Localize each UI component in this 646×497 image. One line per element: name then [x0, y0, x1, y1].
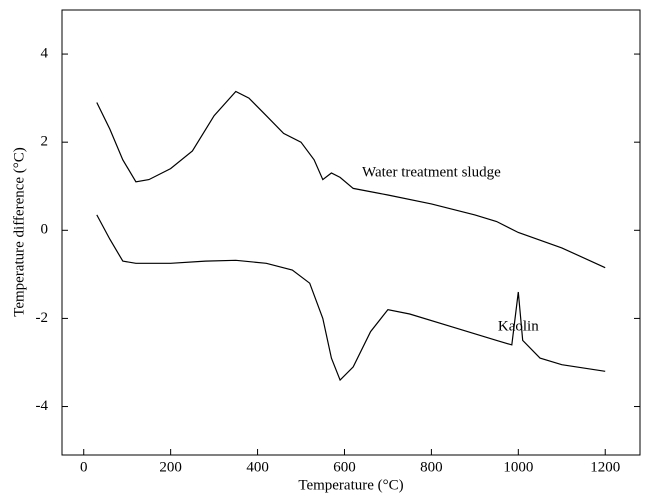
x-axis-label: Temperature (°C) — [298, 477, 403, 493]
x-tick-label: 400 — [246, 459, 269, 475]
series-label: Kaolin — [498, 319, 539, 335]
y-axis-label: Temperature difference (°C) — [11, 147, 27, 317]
y-tick-label: 4 — [41, 45, 49, 61]
y-tick-label: 2 — [41, 134, 49, 150]
x-tick-label: 1200 — [590, 459, 620, 475]
x-tick-label: 1000 — [503, 459, 533, 475]
x-tick-label: 0 — [80, 459, 88, 475]
data-line — [96, 214, 606, 382]
plot-frame — [61, 9, 641, 456]
y-tick-label: 0 — [41, 222, 49, 238]
x-tick-label: 800 — [420, 459, 443, 475]
x-tick-label: 600 — [333, 459, 356, 475]
y-tick-label: -2 — [36, 310, 49, 326]
x-tick-label: 200 — [159, 459, 182, 475]
data-line — [96, 90, 606, 269]
y-tick-label: -4 — [36, 398, 49, 414]
series-label: Water treatment sludge — [362, 164, 501, 180]
